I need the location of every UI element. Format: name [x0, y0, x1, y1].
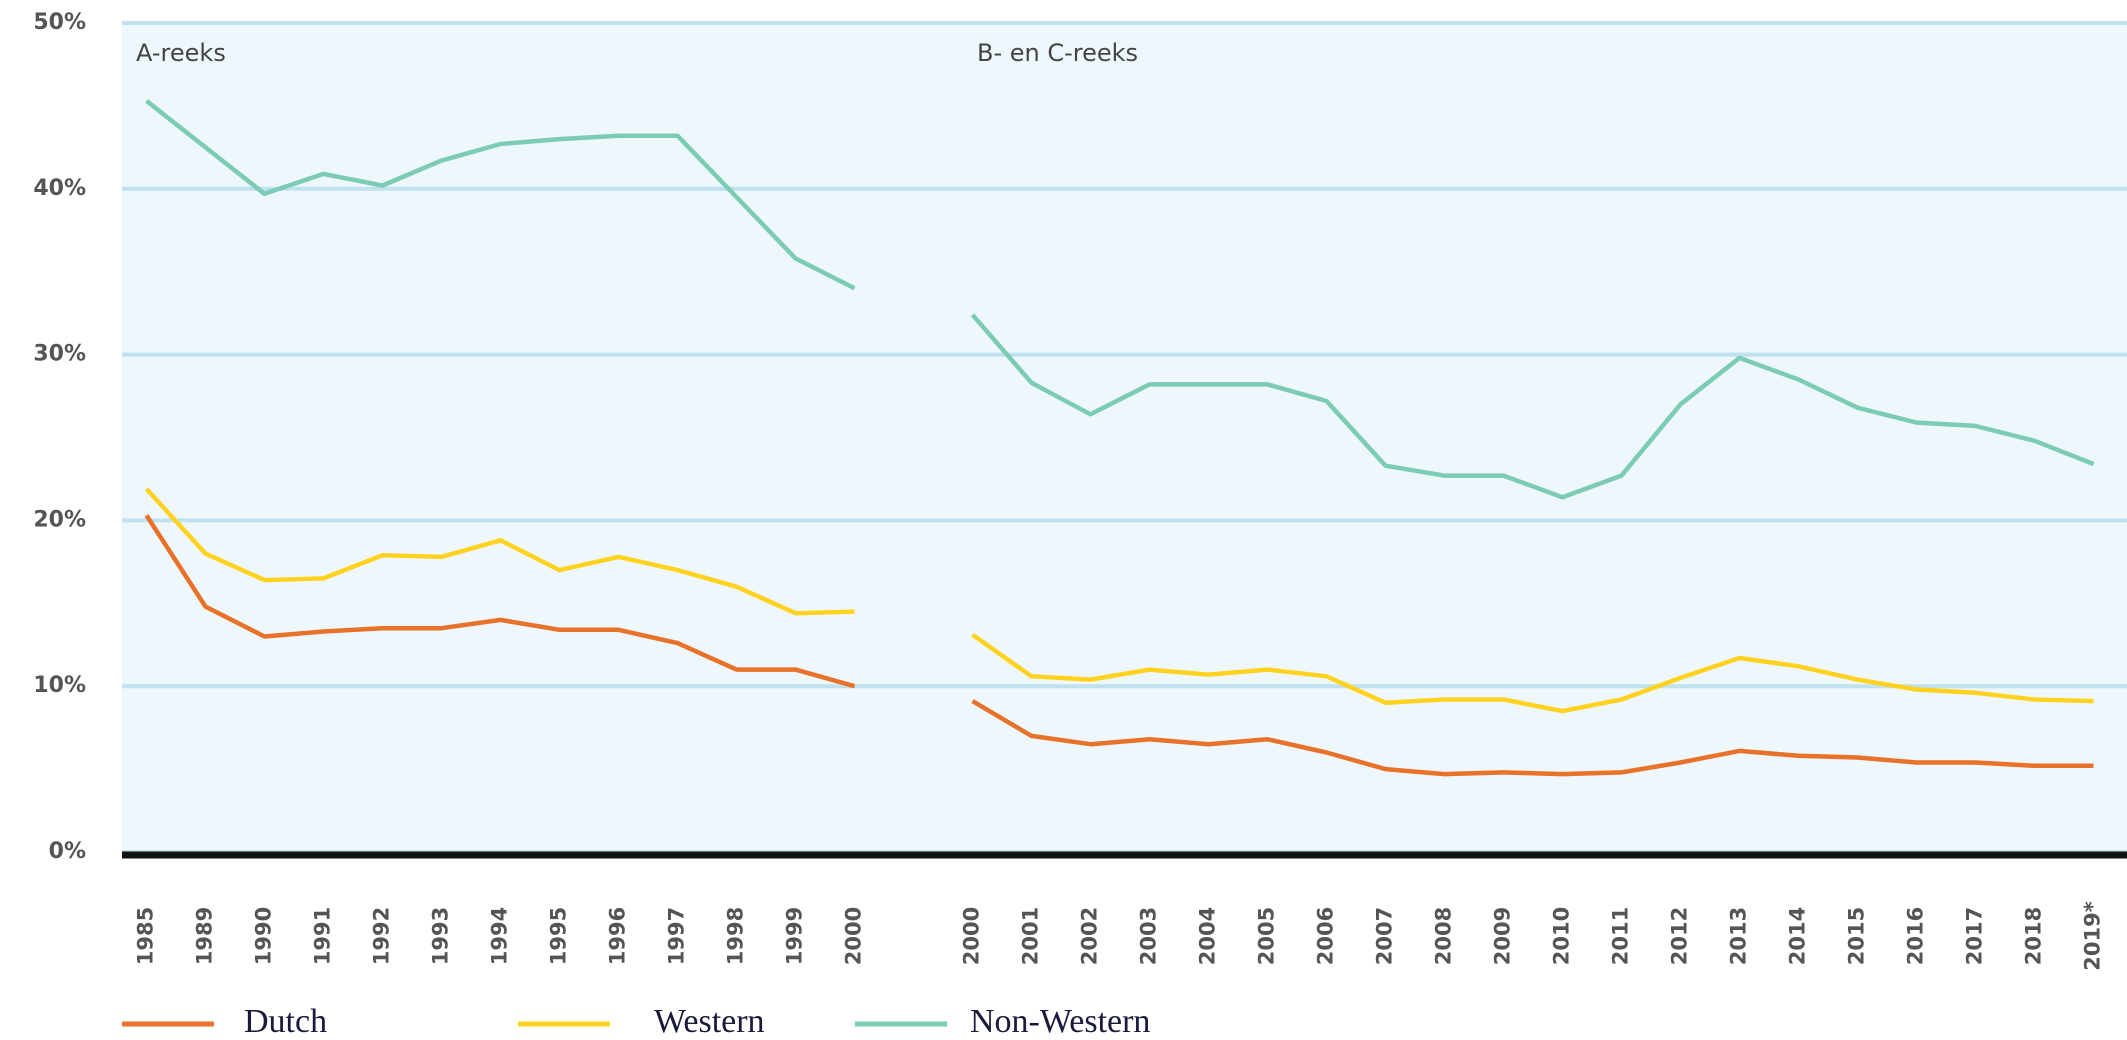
x-tick-label: 2018: [2022, 907, 2046, 965]
y-tick-label: 0%: [49, 839, 86, 864]
series-line: [144, 514, 2094, 777]
x-tick-label: 2007: [1373, 907, 1397, 965]
plot-background: [122, 23, 2127, 852]
y-tick-label: 30%: [33, 342, 86, 367]
x-tick-label: 1994: [488, 907, 512, 965]
x-tick-label: 1991: [311, 907, 335, 965]
y-tick-label: 40%: [33, 176, 86, 201]
x-tick-label: 2003: [1137, 907, 1161, 965]
x-tick-label: 2005: [1255, 907, 1279, 965]
x-tick-label: 1995: [547, 907, 571, 965]
y-tick-label: 10%: [33, 673, 86, 698]
series-line: [145, 99, 2095, 500]
x-tick-label: 2019*: [2081, 901, 2105, 970]
x-tick-label: 2000: [960, 907, 984, 965]
x-tick-label: 1999: [783, 907, 807, 965]
x-tick-label: 2016: [1904, 907, 1928, 965]
annotation: B- en C-reeks: [977, 39, 1138, 67]
y-tick-label: 20%: [33, 507, 86, 532]
x-tick-label: 1992: [370, 907, 394, 965]
x-tick-label: 1993: [429, 907, 453, 965]
x-tick-label: 2006: [1314, 907, 1338, 965]
legend-label: Dutch: [244, 1003, 327, 1040]
x-tick-label: 2017: [1963, 907, 1987, 965]
x-tick-label: 2008: [1432, 907, 1456, 965]
x-tick-label: 2011: [1609, 907, 1633, 965]
x-tick-label: 2004: [1196, 907, 1220, 965]
x-tick-label: 1985: [134, 907, 158, 965]
x-tick-label: 2010: [1550, 907, 1574, 965]
x-tick-label: 2000: [842, 907, 866, 965]
legend-label: Non-Western: [970, 1003, 1150, 1040]
x-tick-label: 2015: [1845, 907, 1869, 965]
y-tick-label: 50%: [33, 10, 86, 35]
x-tick-label: 2009: [1491, 907, 1515, 965]
x-tick-label: 2001: [1019, 907, 1043, 965]
x-tick-label: 1997: [665, 907, 689, 965]
x-tick-label: 1989: [193, 907, 217, 965]
x-tick-label: 1990: [252, 907, 276, 965]
x-tick-label: 2013: [1727, 907, 1751, 965]
series-line: [144, 487, 2094, 714]
legend-label: Western: [654, 1003, 765, 1040]
x-tick-label: 1998: [724, 907, 748, 965]
x-tick-label: 2014: [1786, 907, 1810, 965]
annotation: A-reeks: [136, 39, 226, 67]
x-tick-label: 2002: [1078, 907, 1102, 965]
x-tick-label: 2012: [1668, 907, 1692, 965]
x-tick-label: 1996: [606, 907, 630, 965]
